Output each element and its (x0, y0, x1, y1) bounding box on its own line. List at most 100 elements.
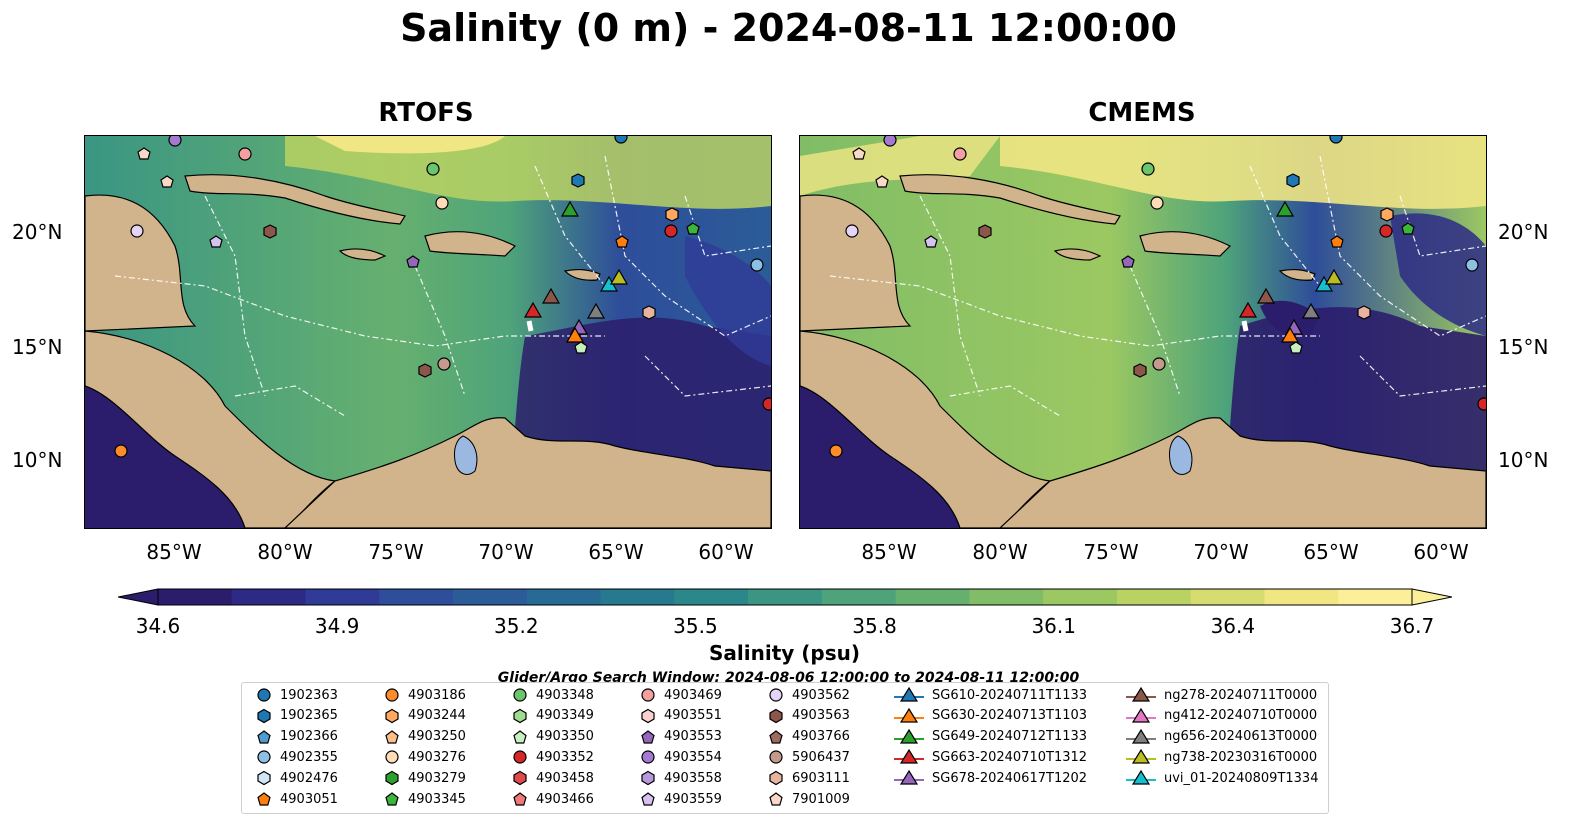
cmems-salinity-map (799, 135, 1487, 529)
panel-title-cmems: CMEMS (1088, 98, 1196, 128)
legend-entry: 4903051 (256, 791, 338, 807)
lat-tick-label-right: 15°N (1498, 335, 1549, 359)
legend-entry-label: 4903352 (536, 749, 594, 765)
colorbar-extend-low (118, 588, 159, 606)
lat-tick-label-left: 15°N (12, 335, 63, 359)
legend-entry: SG630-20240713T1103 (894, 707, 1088, 724)
legend-entry: 4903458 (512, 770, 594, 786)
legend-entry: 6903111 (768, 770, 850, 786)
legend-entry-label: 4902476 (280, 770, 338, 786)
legend-entry: 4903554 (640, 749, 722, 765)
colorbar-segment (895, 589, 970, 605)
rtofs-salinity-map (84, 135, 772, 529)
figure-title: Salinity (0 m) - 2024-08-11 12:00:00 (400, 6, 1177, 50)
legend-entry: 4903766 (768, 729, 850, 745)
colorbar-segment (674, 589, 749, 605)
legend-entry-label: 4903348 (536, 687, 594, 703)
lon-tick-label: 75°W (368, 540, 424, 564)
lon-tick-label: 65°W (1303, 540, 1359, 564)
legend-entry: 1902363 (256, 687, 338, 703)
lon-tick-label: 80°W (972, 540, 1028, 564)
legend-entry: 4903469 (640, 687, 722, 703)
legend-entry-label: 4903559 (664, 791, 722, 807)
colorbar-tick-label: 34.9 (314, 614, 360, 638)
legend-entry: 4903348 (512, 687, 594, 703)
legend-entry-label: 4903345 (408, 791, 466, 807)
legend-entry: 4903352 (512, 749, 594, 765)
legend-entry-label: ng656-20240613T0000 (1164, 729, 1318, 745)
legend-entry-label: ng412-20240710T0000 (1164, 708, 1318, 724)
legend-entry: 4902355 (256, 749, 338, 765)
colorbar-segment (158, 589, 233, 605)
legend-entry-label: 4903563 (792, 708, 850, 724)
legend-entry-label: 4903466 (536, 791, 594, 807)
colorbar-segment (1338, 589, 1413, 605)
legend-entry: uvi_01-20240809T1334 (1126, 770, 1318, 786)
rtofs-map-graphic (85, 136, 771, 528)
colorbar-segment (748, 589, 823, 605)
legend-entry-label: 4903276 (408, 749, 466, 765)
lon-tick-label: 70°W (478, 540, 534, 564)
legend-entry-label: 1902363 (280, 687, 338, 703)
colorbar-segment (1116, 589, 1192, 605)
legend-entry-label: 4903562 (792, 687, 850, 703)
legend-entry: 4903186 (384, 687, 466, 703)
colorbar-segment (969, 589, 1044, 605)
legend-entry-label: SG663-20240710T1312 (932, 749, 1088, 765)
legend-entry-label: ng278-20240711T0000 (1164, 687, 1318, 703)
legend-entry: 4902476 (256, 770, 338, 786)
legend: 1902363 1902365 1902366 4902355 4902476 49030… (241, 682, 1329, 814)
legend-entry: 4903350 (512, 729, 594, 745)
legend-entry: ng278-20240711T0000 (1126, 687, 1317, 703)
colorbar-segment (600, 589, 675, 605)
legend-entry-label: 7901009 (792, 791, 850, 807)
colorbar-tick-label: 35.5 (673, 614, 718, 638)
legend-entry-label: SG649-20240712T1133 (932, 729, 1088, 745)
legend-entry-label: 4903766 (792, 729, 850, 745)
lon-tick-label: 60°W (698, 540, 754, 564)
colorbar-segment (453, 589, 528, 605)
legend-entry-label: 4903350 (536, 729, 594, 745)
legend-entry-label: 4903250 (408, 729, 466, 745)
legend-entry-label: 4903349 (536, 708, 594, 724)
legend-entry: 1902365 (256, 708, 338, 724)
legend-entry: SG678-20240617T1202 (894, 770, 1087, 786)
legend-entry: ng738-20230316T0000 (1126, 749, 1317, 765)
colorbar-tick-label: 36.1 (1031, 614, 1076, 638)
lat-tick-label-right: 10°N (1498, 448, 1549, 472)
legend-entry: 4903250 (384, 729, 466, 745)
lon-tick-label: 80°W (257, 540, 313, 564)
legend-entry-label: 6903111 (792, 770, 850, 786)
legend-entry: 5906437 (768, 749, 850, 765)
legend-entry-label: 1902366 (280, 729, 338, 745)
legend-entry-label: 4903186 (408, 687, 466, 703)
colorbar-tick-label: 36.4 (1210, 614, 1256, 638)
lon-tick-label: 85°W (146, 540, 202, 564)
lat-tick-label-right: 20°N (1498, 220, 1549, 244)
legend-entry: SG649-20240712T1133 (894, 728, 1088, 745)
colorbar-segment (526, 589, 602, 605)
colorbar-tick-label: 35.8 (852, 614, 897, 638)
legend-entry: ng656-20240613T0000 (1126, 728, 1318, 745)
legend-entry-label: 4903279 (408, 770, 466, 786)
colorbar-tick-label: 36.7 (1389, 614, 1435, 638)
colorbar-segment (305, 589, 380, 605)
colorbar-segment (821, 589, 897, 605)
legend-entry-label: 1902365 (280, 708, 338, 724)
colorbar-segment (379, 589, 454, 605)
lon-tick-label: 70°W (1193, 540, 1249, 564)
lon-tick-label: 65°W (588, 540, 644, 564)
colorbar (118, 588, 1452, 606)
legend-entry: 4903345 (384, 791, 466, 807)
legend-entry-label: SG678-20240617T1202 (932, 770, 1088, 786)
legend-entry-label: ng738-20230316T0000 (1164, 749, 1318, 765)
cmems-map-graphic (800, 136, 1486, 528)
legend-entry-label: SG610-20240711T1133 (932, 687, 1088, 703)
legend-entry-label: SG630-20240713T1103 (932, 708, 1088, 724)
legend-entry: 1902366 (256, 729, 338, 745)
legend-entry-label: 5906437 (792, 749, 850, 765)
lon-tick-label: 60°W (1413, 540, 1469, 564)
legend-entry: 4903558 (640, 770, 722, 786)
legend-entry-label: 4903553 (664, 729, 722, 745)
colorbar-segment (231, 589, 307, 605)
